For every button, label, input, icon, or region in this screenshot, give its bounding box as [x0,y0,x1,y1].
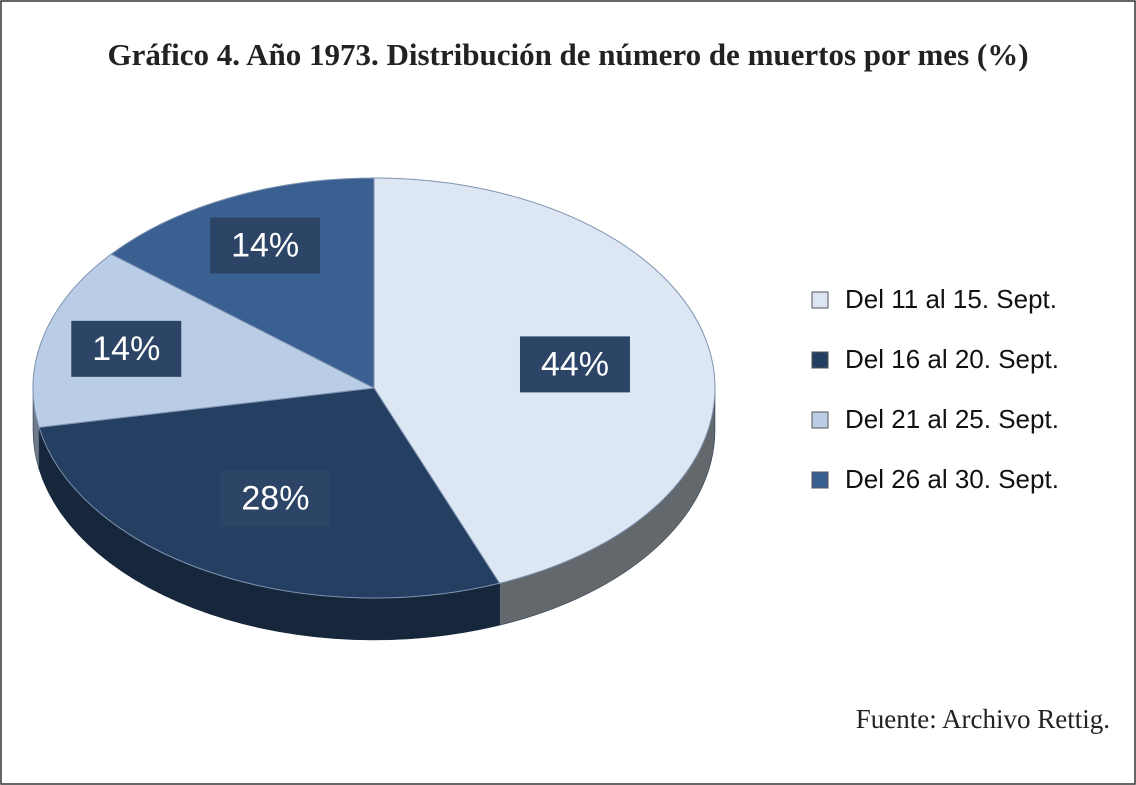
chart-title: Gráfico 4. Año 1973. Distribución de núm… [107,37,1028,72]
data-label-box [210,217,321,274]
legend-swatch [811,291,829,309]
data-label: 44% [541,345,609,383]
legend-label: Del 26 al 30. Sept. [845,464,1059,494]
legend-swatch [811,471,829,489]
data-label: 28% [241,479,309,517]
legend-swatch [811,351,829,369]
source-note: Fuente: Archivo Rettig. [856,704,1110,734]
legend-swatch [811,411,829,429]
data-label: 14% [92,330,160,368]
legend-label: Del 16 al 20. Sept. [845,344,1059,374]
data-label-box [220,470,331,527]
data-label-box [71,320,182,377]
pie-slice [32,253,376,428]
legend-label: Del 11 al 15. Sept. [845,284,1057,314]
data-label: 14% [231,226,299,264]
legend-label: Del 21 al 25. Sept. [845,404,1059,434]
data-label-box [519,336,630,393]
